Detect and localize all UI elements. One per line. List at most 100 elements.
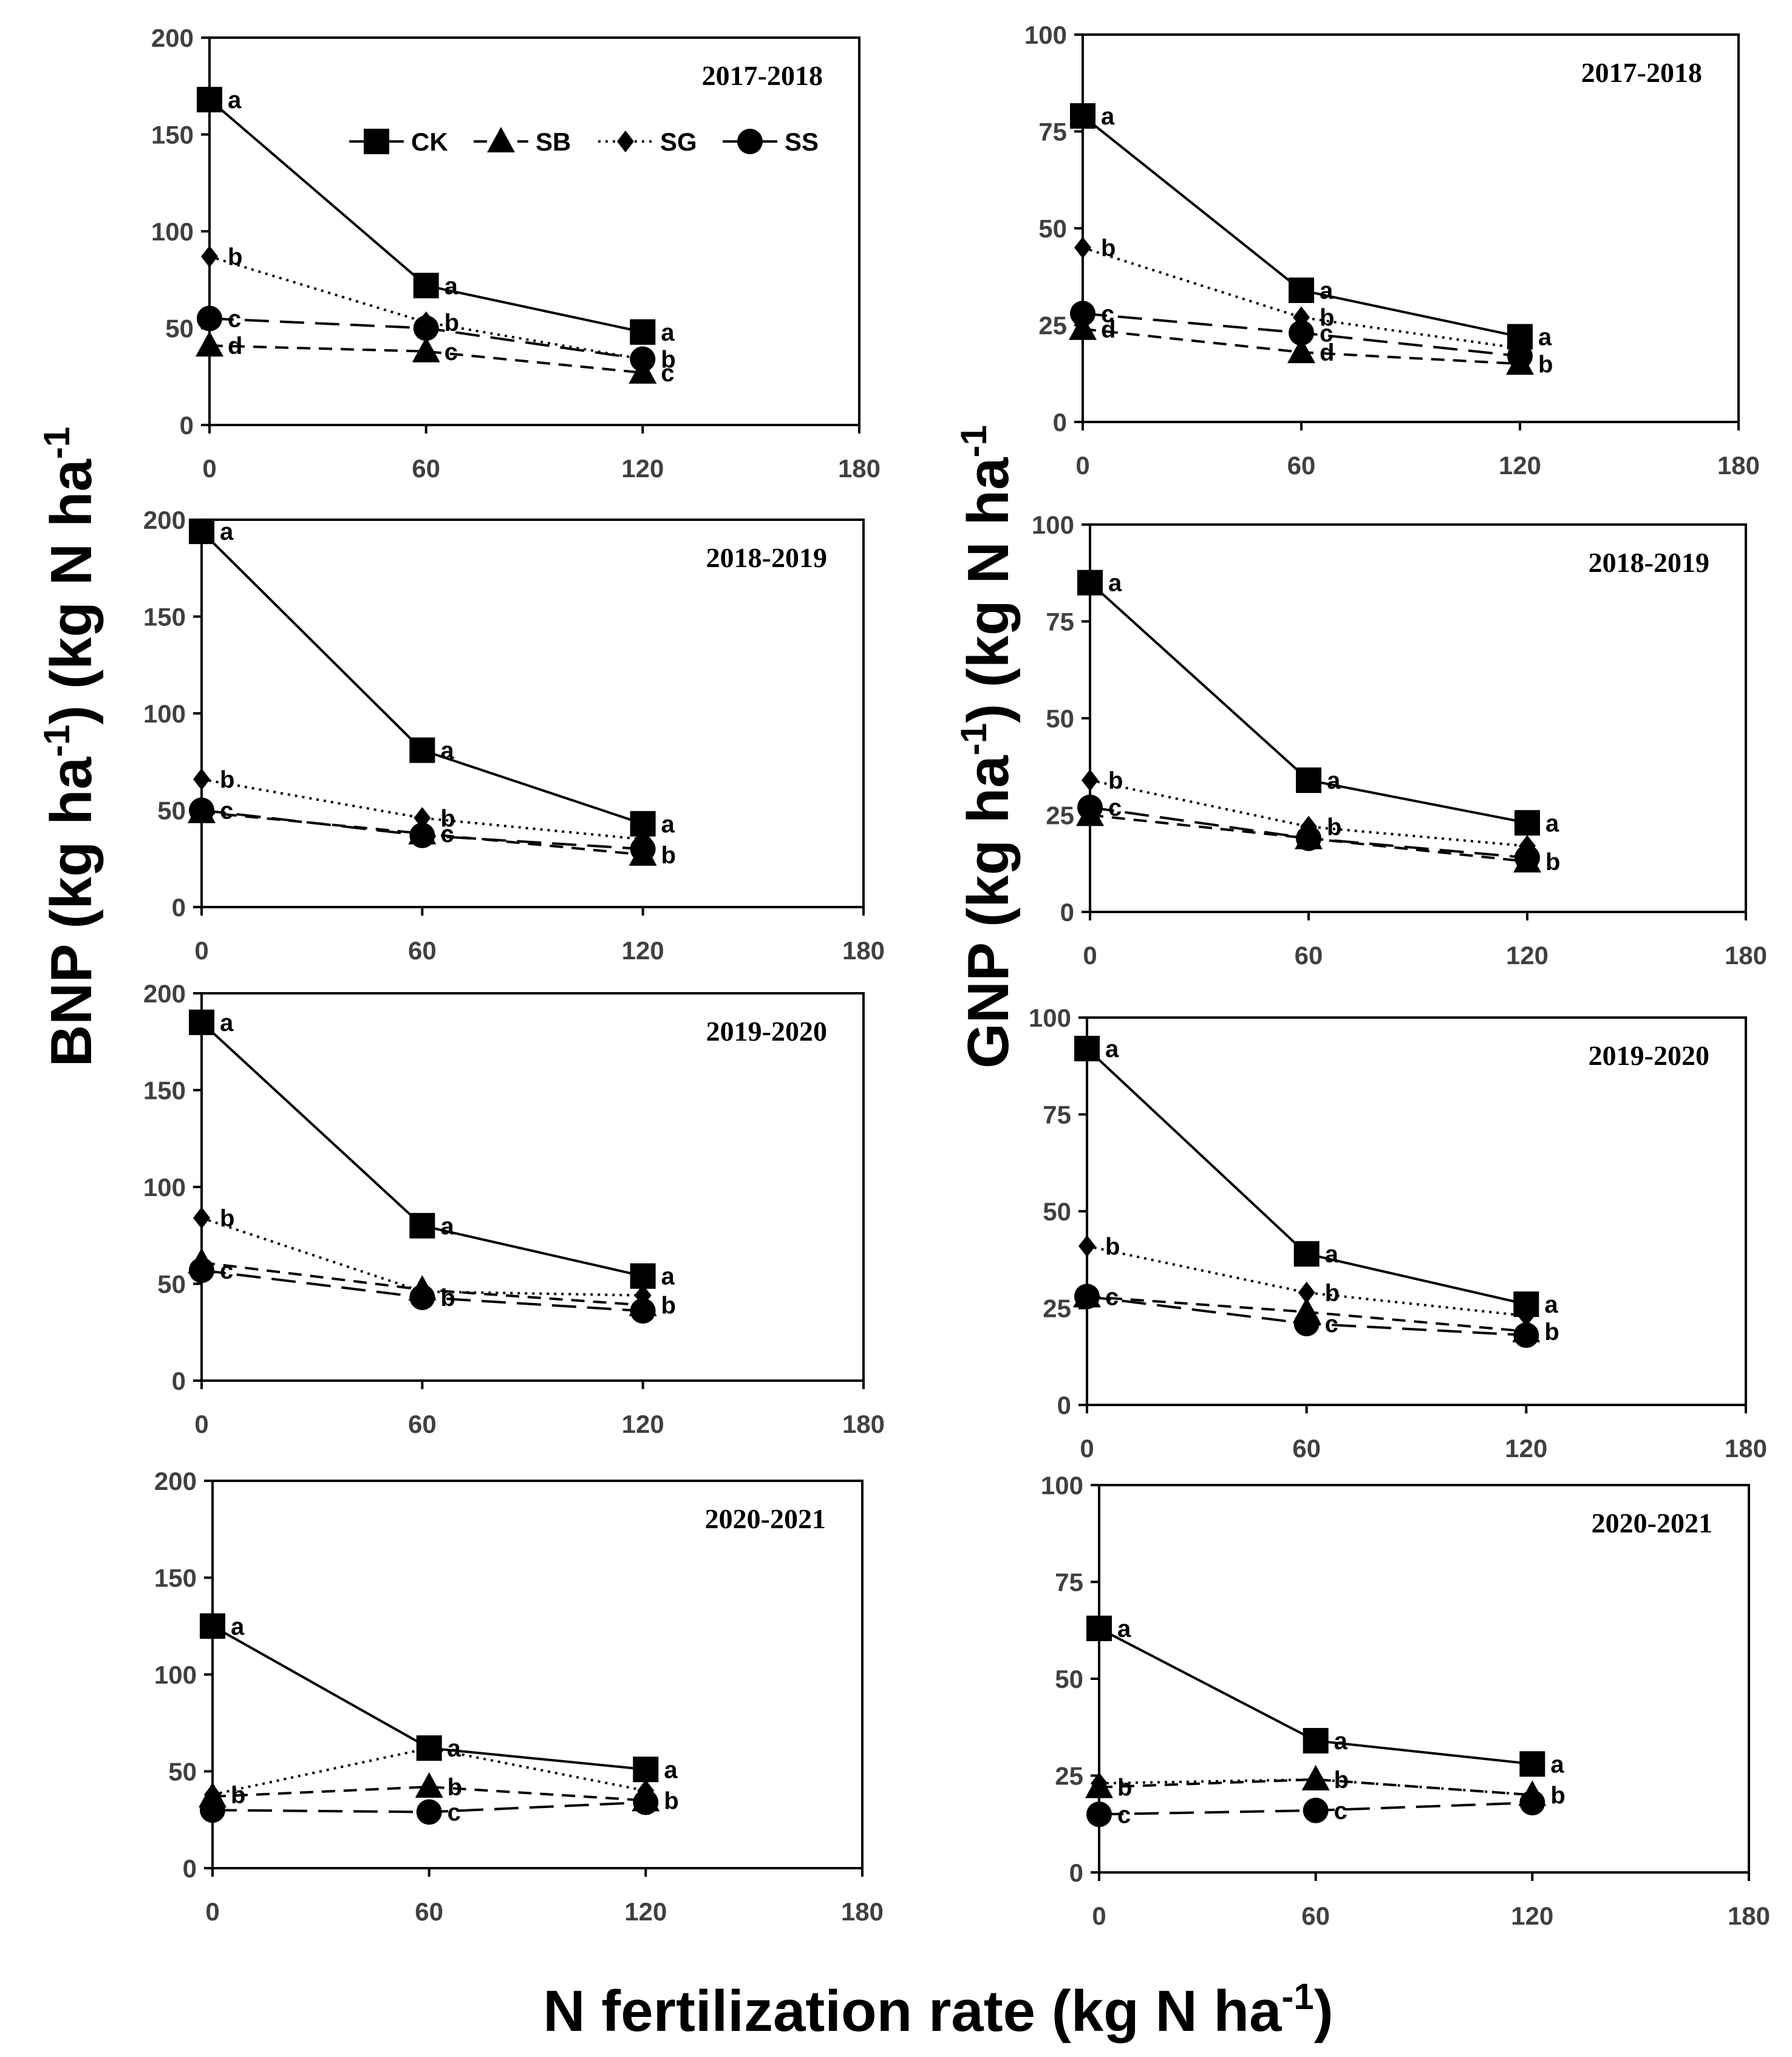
data-point-sb-marker: [1069, 314, 1097, 340]
y-tick-label: 200: [154, 1467, 197, 1495]
data-point-ck-marker: [197, 87, 222, 113]
significance-letter: a: [448, 1735, 462, 1762]
series-line-sg: [212, 1747, 646, 1796]
x-tick-label: 60: [1301, 1902, 1330, 1930]
legend: CK SB SG SS: [349, 127, 819, 156]
series-line-sg: [201, 1217, 643, 1297]
significance-letter: a: [1545, 810, 1559, 837]
data-point-ss-marker: [1519, 1790, 1545, 1816]
significance-letter: c: [448, 1799, 461, 1826]
y-tick-label: 100: [1041, 1471, 1083, 1500]
data-point-ss-marker: [630, 836, 656, 862]
significance-letter: b: [1117, 1775, 1132, 1801]
y-tick-label: 100: [151, 217, 194, 246]
significance-letter: c: [445, 339, 458, 365]
data-point-sg-marker: [1298, 1281, 1315, 1304]
data-point-ck-marker: [1293, 1241, 1320, 1267]
y-tick-label: 200: [151, 24, 194, 52]
series-line-sb: [1099, 1778, 1533, 1797]
significance-letter: b: [448, 1774, 462, 1801]
x-tick-label: 180: [1717, 451, 1760, 480]
significance-letter: b: [1320, 305, 1334, 332]
x-tick-label: 0: [1080, 1434, 1094, 1463]
significance-letter: b: [1105, 1233, 1120, 1260]
x-tick-label: 180: [1728, 1902, 1770, 1930]
y-tick-label: 75: [1043, 1101, 1071, 1129]
x-tick-label: 180: [1725, 1434, 1767, 1463]
data-point-sb-marker: [412, 336, 440, 362]
y-tick-label: 0: [183, 1854, 197, 1883]
panel-year-title: 2017-2018: [1581, 57, 1702, 88]
significance-letter: b: [231, 1782, 245, 1809]
significance-letter: c: [661, 360, 674, 387]
significance-letter: a: [1320, 277, 1334, 304]
x-tick-label: 180: [842, 1410, 885, 1438]
y-tick-label: 50: [157, 797, 186, 825]
significance-letter: a: [440, 1213, 454, 1240]
panel-year-title: 2019-2020: [1589, 1040, 1709, 1071]
data-point-ss-marker: [1514, 845, 1540, 871]
x-tick-label: 0: [205, 1897, 219, 1926]
data-point-sg-marker: [193, 768, 210, 790]
data-point-sg-marker: [193, 1207, 210, 1229]
x-tick-label: 180: [842, 936, 885, 965]
significance-letter: b: [1545, 849, 1560, 875]
y-tick-label: 150: [154, 1564, 197, 1593]
significance-letter: a: [1105, 1036, 1119, 1062]
significance-letter: b: [440, 1285, 455, 1311]
x-tick-label: 180: [1725, 941, 1767, 970]
series-line-sg: [201, 778, 643, 841]
data-point-ss-marker: [413, 315, 439, 341]
y-tick-label: 0: [1069, 1858, 1083, 1887]
data-point-sg-marker: [1078, 1235, 1095, 1257]
data-point-ck-marker: [1519, 1751, 1545, 1777]
y-tick-label: 150: [143, 1076, 186, 1105]
x-tick-label: 120: [1511, 1902, 1553, 1930]
y-tick-label: 100: [154, 1661, 197, 1689]
y-tick-label: 50: [165, 314, 194, 343]
significance-letter: b: [220, 766, 234, 793]
data-point-ss-marker: [633, 1789, 659, 1815]
significance-letter: c: [1105, 1284, 1119, 1310]
significance-letter: a: [445, 273, 458, 299]
significance-letter: c: [1101, 301, 1114, 327]
x-tick-label: 60: [408, 1410, 437, 1438]
data-point-ck-marker: [1070, 103, 1095, 129]
significance-letter: b: [664, 1787, 678, 1814]
data-point-ss-marker: [1303, 1797, 1329, 1823]
data-point-ck-marker: [1086, 1616, 1112, 1642]
y-tick-label: 100: [1024, 21, 1067, 49]
y-tick-label: 200: [143, 979, 186, 1008]
series-line-sg: [1086, 1245, 1527, 1318]
y-tick-label: 0: [172, 1367, 186, 1395]
y-tick-label: 75: [1055, 1568, 1083, 1597]
x-tick-label: 0: [1083, 941, 1097, 970]
significance-letter: a: [440, 738, 454, 764]
legend-label-sg: SG: [660, 127, 697, 156]
legend-ck-marker: [364, 129, 389, 154]
x-axis-title: N fertilization rate (kg N ha-1): [543, 1976, 1334, 2044]
significance-letter: a: [1538, 324, 1552, 351]
x-tick-label: 0: [1075, 451, 1089, 480]
y-tick-label: 0: [180, 411, 194, 440]
data-point-ss-marker: [630, 346, 656, 372]
x-tick-label: 120: [624, 1897, 667, 1926]
y-tick-label: 0: [1053, 408, 1067, 437]
data-point-sg-marker: [1074, 236, 1091, 259]
y-tick-label: 0: [172, 893, 186, 922]
significance-letter: b: [440, 805, 455, 832]
significance-letter: b: [661, 347, 675, 373]
data-point-sb-marker: [196, 331, 223, 357]
panel-year-title: 2020-2021: [1592, 1508, 1712, 1538]
data-point-sb-marker: [415, 1772, 443, 1798]
series-line-sg: [1089, 779, 1528, 848]
legend-label-sb: SB: [536, 127, 571, 156]
y-tick-label: 25: [1046, 801, 1074, 830]
